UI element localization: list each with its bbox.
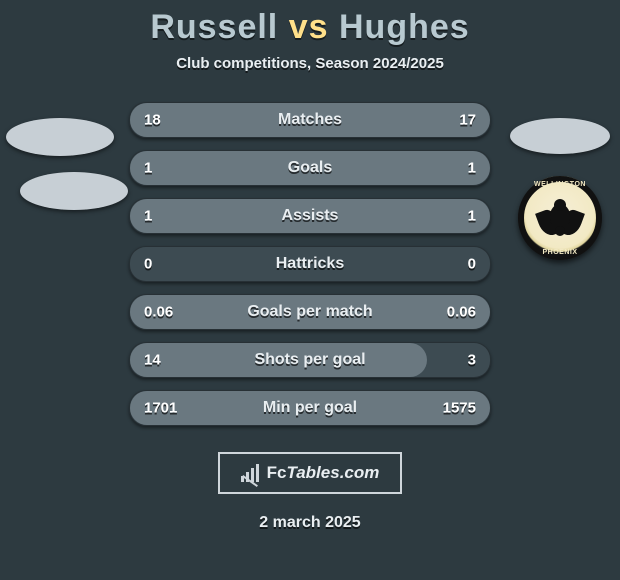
stat-left-value: 0.06 <box>144 304 173 321</box>
stat-left-value: 0 <box>144 256 152 273</box>
stat-label: Hattricks <box>276 255 344 273</box>
stat-row: 0.06 Goals per match 0.06 <box>129 294 491 330</box>
eagle-icon <box>537 192 583 238</box>
badge-bottom-text: PHOENIX <box>518 249 602 256</box>
subtitle: Club competitions, Season 2024/2025 <box>0 55 620 72</box>
stat-left-value: 1 <box>144 160 152 177</box>
stat-label: Goals <box>288 159 332 177</box>
brand-box: FcTables.com <box>218 452 402 494</box>
player1-club-logo-2 <box>20 172 128 210</box>
stat-label: Goals per match <box>247 303 372 321</box>
brand-text: FcTables.com <box>267 463 380 483</box>
stat-right-value: 3 <box>468 352 476 369</box>
brand-label: Tables.com <box>286 463 379 482</box>
stat-right-value: 0 <box>468 256 476 273</box>
stat-label: Assists <box>282 207 339 225</box>
stat-label: Matches <box>278 111 342 129</box>
stat-row: 1701 Min per goal 1575 <box>129 390 491 426</box>
stat-row: 18 Matches 17 <box>129 102 491 138</box>
stat-left-value: 1 <box>144 208 152 225</box>
stat-right-value: 17 <box>459 112 476 129</box>
stat-right-value: 1 <box>468 208 476 225</box>
stat-left-value: 14 <box>144 352 161 369</box>
stat-right-value: 0.06 <box>447 304 476 321</box>
date: 2 march 2025 <box>0 514 620 532</box>
stat-label: Min per goal <box>263 399 357 417</box>
title-vs: vs <box>289 8 329 46</box>
player2-club-logo-1 <box>510 118 610 154</box>
stat-row: 1 Goals 1 <box>129 150 491 186</box>
stat-left-value: 18 <box>144 112 161 129</box>
stat-right-value: 1575 <box>443 400 476 417</box>
player2-club-badge: WELLINGTON PHOENIX <box>518 176 602 260</box>
title-player1: Russell <box>150 8 278 46</box>
bar-chart-icon <box>241 464 259 482</box>
stat-right-value: 1 <box>468 160 476 177</box>
stat-row: 1 Assists 1 <box>129 198 491 234</box>
badge-top-text: WELLINGTON <box>518 181 602 188</box>
stat-row: 14 Shots per goal 3 <box>129 342 491 378</box>
stat-label: Shots per goal <box>254 351 365 369</box>
page-title: Russell vs Hughes <box>0 0 620 47</box>
stat-left-value: 1701 <box>144 400 177 417</box>
player1-club-logo-1 <box>6 118 114 156</box>
title-player2: Hughes <box>339 8 470 46</box>
stat-row: 0 Hattricks 0 <box>129 246 491 282</box>
